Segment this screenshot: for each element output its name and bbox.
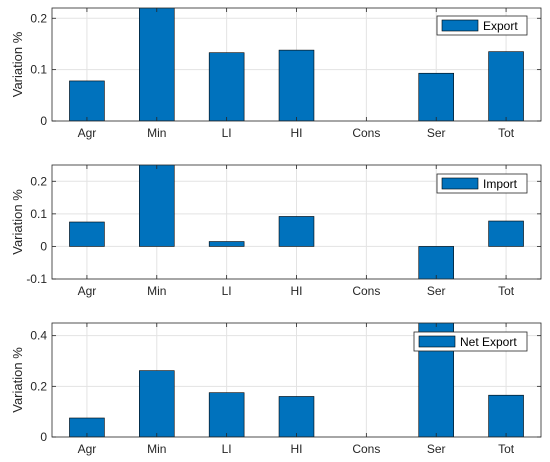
bars	[69, 8, 524, 121]
bar-li	[208, 392, 245, 437]
subplot-2: -0.1 0 0.1 0.2 Agr Min LI HI Cons Ser Tot Variation…	[10, 164, 542, 298]
legend: Import	[436, 173, 528, 194]
x-tick-label-ser: Ser	[427, 284, 446, 298]
legend: Export	[436, 15, 528, 36]
x-tick-label-tot: Tot	[498, 284, 515, 298]
y-axis-label: Variation %	[10, 347, 25, 413]
bar-hi	[278, 396, 315, 437]
legend-swatch	[441, 177, 479, 190]
x-tick-label-hi: HI	[291, 284, 303, 298]
y-tick-label: 0.1	[30, 63, 47, 77]
y-tick-label: 0.4	[30, 329, 47, 343]
y-tick-label: 0	[40, 239, 47, 253]
y-tick-label: 0.1	[30, 207, 47, 221]
bar-min	[139, 370, 175, 437]
x-tick-label-min: Min	[147, 284, 166, 298]
subplot-3: 0 0.2 0.4 Agr Min LI HI Cons Ser Tot Variation % Ne…	[10, 322, 542, 456]
bar-tot	[488, 394, 524, 437]
y-tick-label: 0.2	[30, 174, 47, 188]
legend: Net Export	[413, 331, 528, 352]
bar-ser	[418, 323, 454, 437]
bar-li	[208, 52, 245, 121]
legend-swatch	[418, 335, 456, 348]
legend-label: Import	[483, 177, 518, 191]
bars	[69, 165, 524, 279]
x-tick-label-agr: Agr	[78, 442, 97, 456]
x-tick-label-agr: Agr	[78, 284, 97, 298]
x-tick-label-tot: Tot	[498, 442, 515, 456]
bar-hi	[278, 49, 315, 121]
bar-agr	[69, 417, 105, 437]
bar-li	[208, 241, 245, 247]
y-tick-label: 0	[40, 114, 47, 128]
x-tick-label-tot: Tot	[498, 126, 515, 140]
x-tick-label-min: Min	[147, 126, 166, 140]
bar-tot	[488, 51, 524, 121]
bar-hi	[278, 216, 315, 247]
x-tick-label-agr: Agr	[78, 126, 97, 140]
subplot-1: 0 0.1 0.2 Agr Min LI HI Cons Ser Tot Variation % Ex…	[10, 7, 542, 140]
y-axis-label: Variation %	[10, 189, 25, 255]
x-tick-label-ser: Ser	[427, 442, 446, 456]
x-tick-label-cons: Cons	[352, 126, 380, 140]
bar-tot	[488, 220, 524, 247]
bar-agr	[69, 80, 105, 121]
y-axis-label: Variation %	[10, 31, 25, 97]
legend-swatch	[441, 19, 479, 32]
x-tick-label-cons: Cons	[352, 284, 380, 298]
y-tick-label: 0.2	[30, 379, 47, 393]
bar-ser	[418, 72, 454, 121]
legend-label: Export	[483, 19, 518, 33]
x-tick-label-li: LI	[222, 126, 232, 140]
x-tick-label-li: LI	[222, 442, 232, 456]
legend-label: Net Export	[460, 335, 517, 349]
x-tick-label-ser: Ser	[427, 126, 446, 140]
bar-min	[139, 165, 175, 247]
y-tick-label: 0.2	[30, 11, 47, 25]
bar-agr	[69, 221, 105, 247]
x-tick-label-min: Min	[147, 442, 166, 456]
x-tick-label-cons: Cons	[352, 442, 380, 456]
y-tick-label: -0.1	[26, 272, 47, 286]
bar-min	[139, 8, 175, 121]
x-tick-label-li: LI	[222, 284, 232, 298]
y-tick-label: 0	[40, 430, 47, 444]
x-tick-label-hi: HI	[291, 126, 303, 140]
bar-ser	[418, 246, 454, 279]
x-tick-label-hi: HI	[291, 442, 303, 456]
